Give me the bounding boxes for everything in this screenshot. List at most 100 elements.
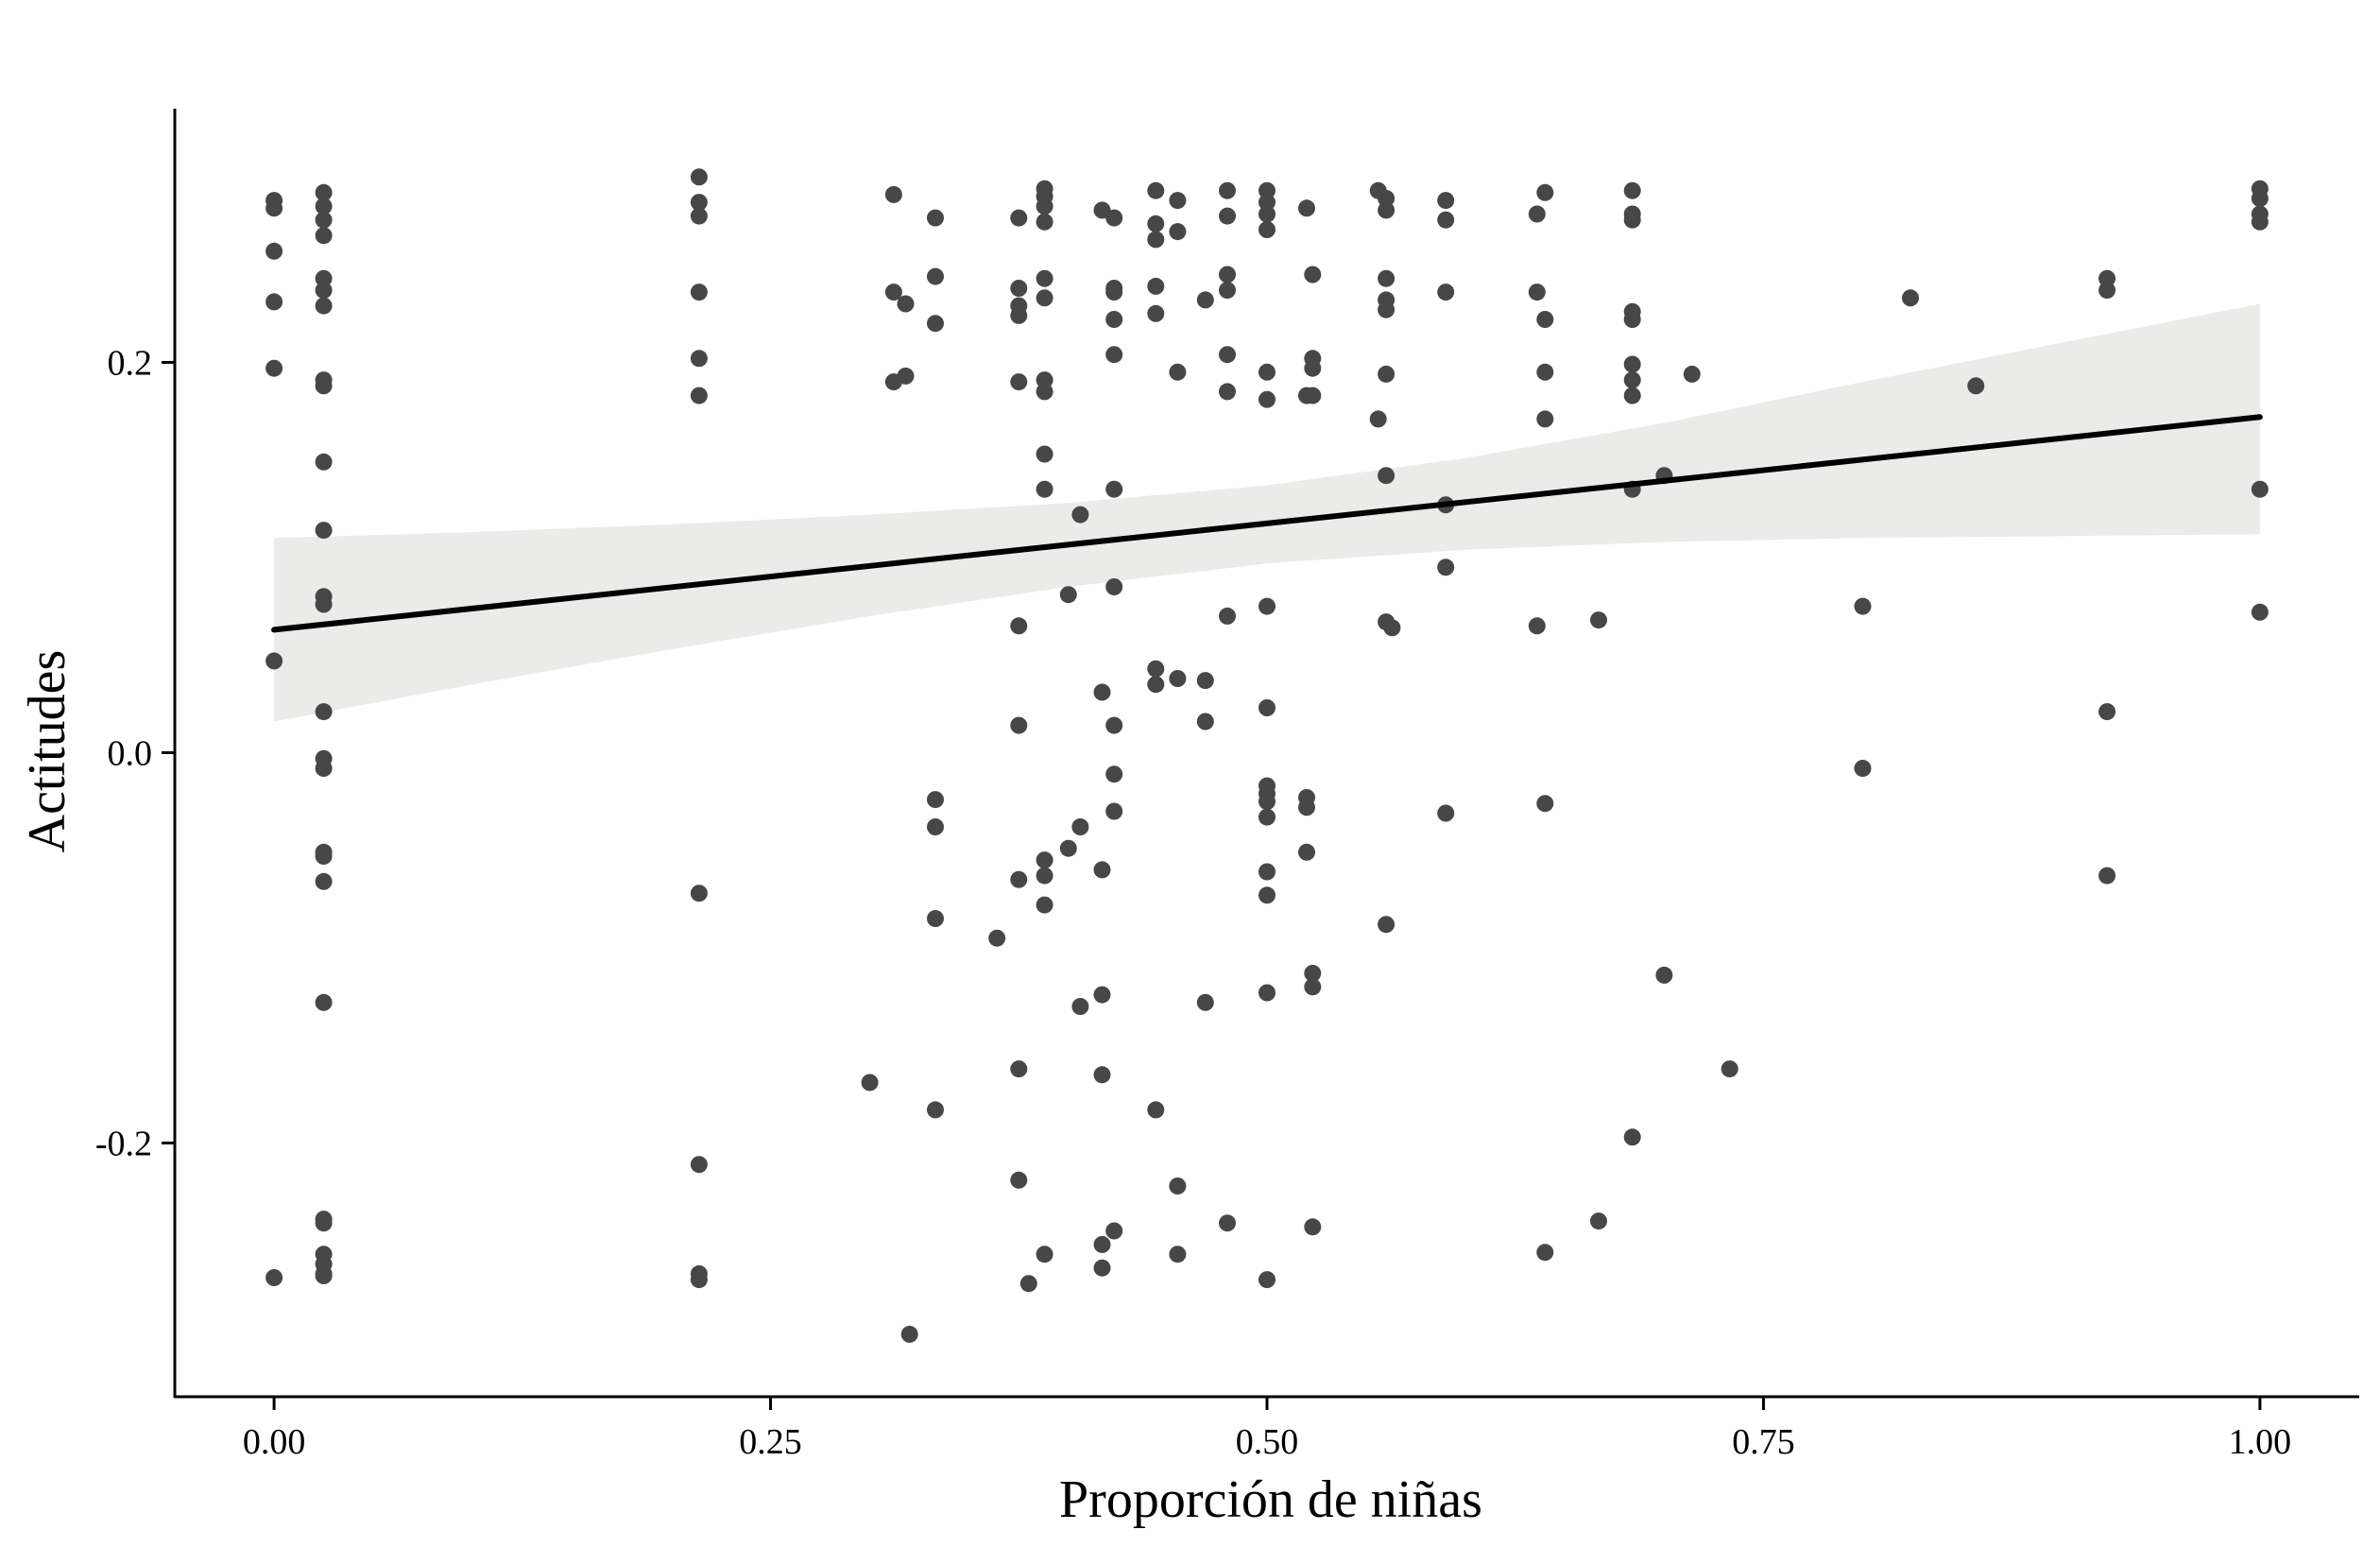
- data-point: [1010, 716, 1028, 734]
- data-point: [927, 267, 944, 285]
- data-point: [927, 209, 944, 227]
- data-points: [265, 168, 2269, 1343]
- data-point: [2251, 603, 2269, 621]
- data-point: [315, 1214, 333, 1232]
- data-point: [1105, 311, 1123, 328]
- data-point: [1683, 365, 1701, 383]
- data-point: [1071, 998, 1089, 1015]
- data-point: [1019, 1275, 1037, 1293]
- data-point: [927, 818, 944, 835]
- data-point: [1219, 282, 1236, 300]
- data-point: [1528, 205, 1546, 223]
- data-point: [1378, 365, 1395, 383]
- data-point: [1010, 280, 1028, 297]
- data-point: [1169, 363, 1187, 381]
- data-point: [1304, 978, 1322, 996]
- data-point: [1093, 1235, 1111, 1253]
- data-point: [1298, 199, 1315, 217]
- data-point: [1196, 993, 1214, 1011]
- data-point: [315, 183, 333, 201]
- data-point: [690, 1271, 708, 1289]
- data-point: [1258, 597, 1276, 615]
- data-point: [1219, 266, 1236, 284]
- data-point: [1010, 1060, 1028, 1078]
- data-point: [1536, 795, 1554, 813]
- data-point: [1219, 181, 1236, 199]
- data-point: [1036, 1246, 1053, 1263]
- data-point: [1036, 269, 1053, 287]
- data-point: [884, 284, 902, 301]
- data-point: [1623, 211, 1641, 229]
- data-point: [1378, 190, 1395, 207]
- data-point: [1536, 410, 1554, 428]
- data-point: [1536, 183, 1554, 201]
- data-point: [1010, 617, 1028, 635]
- data-point: [1369, 410, 1387, 428]
- data-point: [1854, 597, 1872, 615]
- data-point: [1378, 301, 1395, 318]
- y-tick-label: 0.0: [108, 734, 153, 774]
- data-point: [690, 350, 708, 368]
- data-point: [1093, 1259, 1111, 1277]
- data-point: [1169, 1177, 1187, 1195]
- data-point: [1036, 851, 1053, 869]
- data-point: [1071, 818, 1089, 835]
- data-point: [1093, 861, 1111, 879]
- data-point: [2251, 480, 2269, 498]
- data-point: [1147, 277, 1165, 295]
- data-point: [2251, 213, 2269, 231]
- data-point: [1196, 713, 1214, 731]
- data-point: [897, 367, 915, 385]
- data-point: [1219, 607, 1236, 625]
- x-tick-label: 0.00: [243, 1422, 306, 1462]
- data-point: [315, 703, 333, 721]
- data-point: [1304, 1218, 1322, 1236]
- data-point: [1105, 480, 1123, 498]
- data-point: [1304, 359, 1322, 377]
- data-point: [1219, 383, 1236, 401]
- data-point: [1105, 716, 1123, 734]
- data-point: [1258, 221, 1276, 238]
- data-point: [315, 198, 333, 215]
- y-tick-label: -0.2: [95, 1125, 152, 1164]
- data-point: [1105, 209, 1123, 227]
- data-point: [1093, 1066, 1111, 1084]
- axes: [162, 109, 2359, 1410]
- data-point: [1036, 383, 1053, 401]
- data-point: [927, 315, 944, 333]
- data-point: [1623, 355, 1641, 373]
- data-point: [315, 522, 333, 540]
- data-point: [1378, 269, 1395, 287]
- data-point: [1105, 578, 1123, 595]
- data-point: [1304, 266, 1322, 284]
- confidence-band-area: [274, 303, 2260, 722]
- data-point: [1258, 863, 1276, 881]
- data-point: [1169, 223, 1187, 241]
- data-point: [1437, 192, 1455, 210]
- data-point: [265, 359, 283, 377]
- data-point: [927, 791, 944, 809]
- data-point: [927, 1101, 944, 1119]
- data-point: [315, 377, 333, 395]
- data-point: [315, 282, 333, 300]
- data-point: [1258, 1271, 1276, 1289]
- data-point: [315, 848, 333, 865]
- data-point: [1304, 964, 1322, 982]
- data-point: [1036, 198, 1053, 215]
- data-point: [988, 929, 1006, 947]
- data-point: [1258, 886, 1276, 904]
- data-point: [1258, 205, 1276, 223]
- data-point: [690, 387, 708, 404]
- data-point: [1623, 371, 1641, 389]
- tick-labels: 0.00 0.25 0.50 0.75 1.00 -0.2 0.0 0.2: [95, 343, 2291, 1462]
- data-point: [315, 269, 333, 287]
- data-point: [315, 872, 333, 890]
- data-point: [690, 284, 708, 301]
- data-point: [1059, 839, 1077, 857]
- data-point: [1147, 181, 1165, 199]
- data-point: [315, 993, 333, 1011]
- data-point: [1967, 377, 1985, 395]
- data-point: [1258, 390, 1276, 408]
- data-point: [1147, 676, 1165, 694]
